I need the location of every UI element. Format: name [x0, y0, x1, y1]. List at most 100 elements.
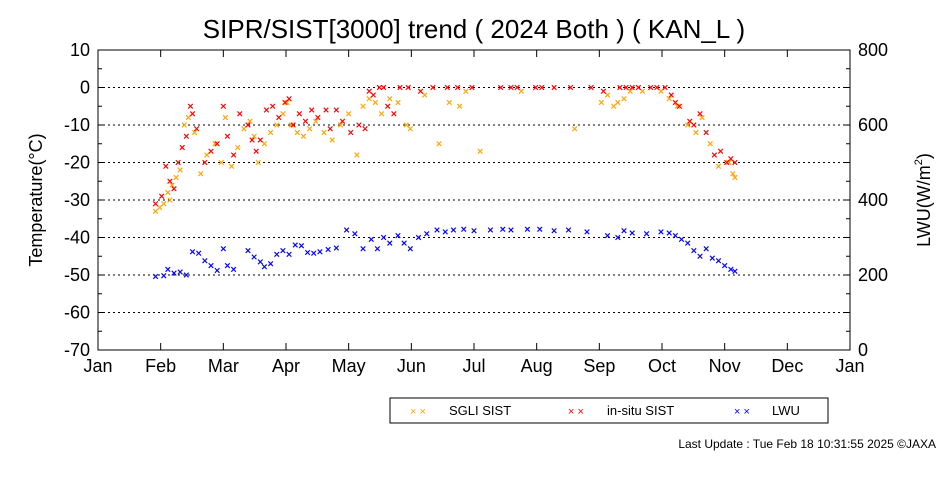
data-point-lwu	[395, 232, 401, 239]
data-point-in-situ-sist	[588, 84, 594, 91]
marker-stroke	[444, 84, 450, 91]
data-point-sgli-sist	[228, 163, 235, 169]
marker-stroke	[317, 249, 323, 255]
data-points	[152, 84, 738, 280]
data-point-lwu	[415, 234, 422, 241]
data-point-sgli-sist	[169, 182, 175, 188]
marker-stroke	[257, 137, 264, 143]
data-point-sgli-sist	[726, 159, 732, 166]
data-point-sgli-sist	[294, 129, 300, 136]
data-point-lwu	[487, 227, 494, 233]
data-point-lwu	[261, 264, 268, 270]
marker-stroke	[267, 129, 274, 136]
marker-stroke	[500, 226, 506, 232]
data-point-sgli-sist	[185, 114, 192, 121]
marker-stroke	[643, 231, 650, 237]
marker-stroke	[251, 133, 257, 139]
marker-stroke	[421, 92, 428, 98]
marker-stroke	[697, 111, 703, 117]
data-point-in-situ-sist	[732, 159, 738, 166]
marker-stroke	[165, 266, 171, 273]
marker-stroke	[181, 122, 187, 128]
marker-stroke	[407, 126, 413, 132]
data-point-lwu	[311, 250, 317, 256]
marker-stroke	[711, 152, 718, 158]
marker-stroke	[220, 103, 227, 109]
data-point-lwu	[286, 251, 292, 258]
marker-stroke	[323, 107, 329, 113]
marker-stroke	[514, 84, 520, 91]
data-point-lwu	[325, 246, 331, 253]
data-point-lwu	[565, 227, 572, 233]
marker-stroke	[368, 236, 374, 243]
data-point-in-situ-sist	[600, 88, 607, 94]
marker-stroke	[571, 126, 578, 132]
data-point-in-situ-sist	[339, 118, 346, 124]
data-point-sgli-sist	[421, 92, 428, 98]
data-point-sgli-sist	[321, 129, 327, 136]
data-point-in-situ-sist	[348, 129, 354, 136]
data-point-in-situ-sist	[202, 159, 208, 166]
marker-stroke	[584, 229, 590, 235]
marker-stroke	[156, 204, 163, 211]
data-point-sgli-sist	[372, 99, 379, 106]
data-point-in-situ-sist	[703, 129, 709, 136]
data-point-lwu	[380, 234, 387, 241]
marker-stroke	[212, 141, 218, 147]
legend-marker-insitu: × ×	[568, 406, 584, 418]
data-point-lwu	[267, 261, 274, 267]
marker-stroke	[378, 111, 385, 117]
marker-stroke	[461, 226, 467, 232]
data-point-in-situ-sist	[687, 118, 693, 124]
data-point-sgli-sist	[247, 118, 253, 124]
marker-stroke	[674, 103, 681, 109]
x-tick-label: Jul	[462, 356, 485, 376]
data-point-sgli-sist	[730, 171, 736, 177]
marker-stroke	[615, 99, 621, 106]
data-point-in-situ-sist	[567, 84, 574, 91]
data-point-in-situ-sist	[183, 133, 190, 139]
marker-stroke	[487, 227, 494, 233]
data-point-sgli-sist	[463, 88, 469, 94]
data-point-sgli-sist	[300, 133, 307, 139]
marker-stroke	[195, 250, 202, 256]
data-point-sgli-sist	[639, 88, 646, 94]
data-point-sgli-sist	[674, 103, 681, 109]
data-point-lwu	[524, 226, 531, 232]
data-point-lwu	[684, 240, 691, 246]
plot-frame	[97, 49, 851, 351]
marker-stroke	[251, 254, 257, 260]
marker-stroke	[261, 141, 268, 147]
data-point-sgli-sist	[241, 126, 247, 132]
legend-box	[389, 397, 829, 424]
marker-stroke	[703, 129, 709, 136]
y2-tick-labels: 800 600 400 200 0	[858, 40, 888, 360]
marker-stroke	[621, 96, 627, 102]
marker-stroke	[348, 129, 354, 136]
marker-stroke	[171, 270, 177, 276]
y-tick-label: -60	[64, 303, 90, 323]
marker-stroke	[214, 267, 220, 274]
y2-tick-label: 400	[858, 190, 888, 210]
y-tick-label: -10	[64, 115, 90, 135]
data-point-sgli-sist	[280, 111, 286, 117]
data-point-lwu	[360, 246, 366, 252]
data-point-sgli-sist	[571, 126, 578, 132]
marker-stroke	[615, 234, 621, 241]
marker-stroke	[551, 84, 557, 91]
data-point-in-situ-sist	[376, 84, 383, 91]
marker-stroke	[658, 229, 664, 235]
marker-stroke	[198, 171, 204, 177]
x-tick-label: Feb	[145, 356, 176, 376]
y2-axis-label-end: )	[914, 153, 934, 159]
y-tick-label: 0	[80, 78, 90, 98]
marker-stroke	[282, 99, 288, 106]
y-tick-label: -40	[64, 228, 90, 248]
data-point-sgli-sist	[198, 171, 204, 177]
marker-stroke	[395, 99, 401, 106]
data-point-lwu	[537, 226, 543, 232]
data-point-lwu	[401, 240, 407, 246]
data-point-lwu	[678, 236, 685, 243]
marker-stroke	[407, 246, 413, 252]
marker-stroke	[611, 103, 617, 109]
